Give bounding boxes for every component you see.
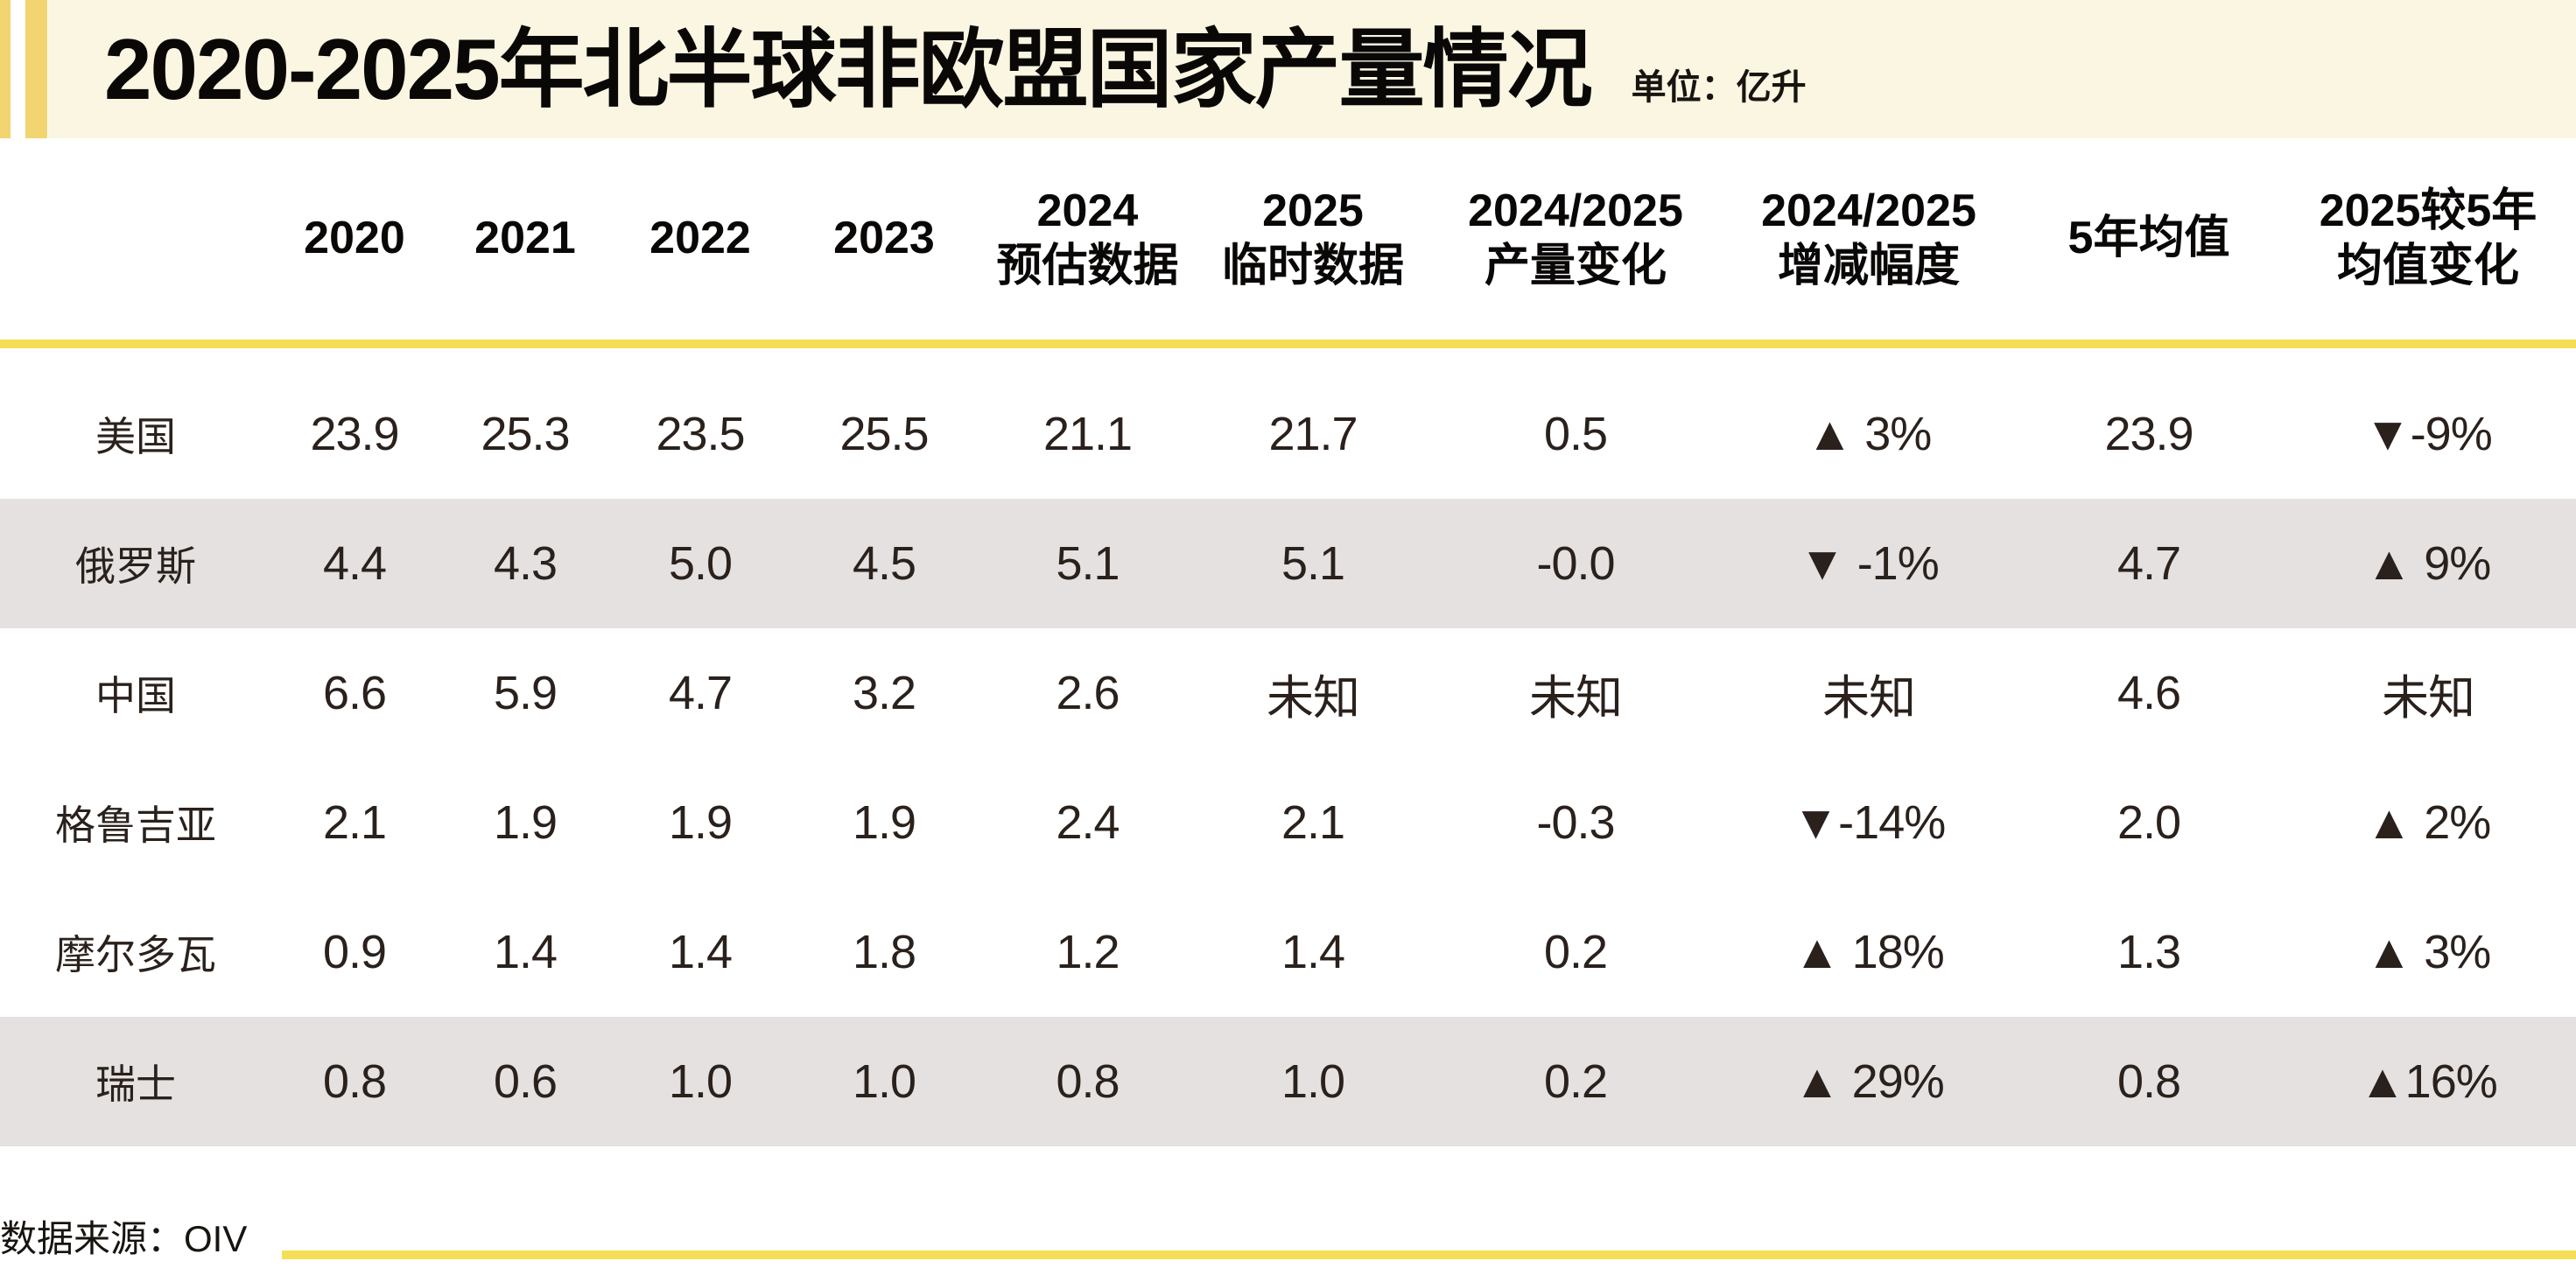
cell-y2023: 25.5 bbox=[839, 408, 929, 460]
cell-y2024_forecast: 2.4 bbox=[1056, 796, 1120, 849]
country-name: 格鲁吉亚 bbox=[55, 802, 216, 848]
cell-five_year_average: 1.3 bbox=[2116, 926, 2181, 978]
column-header-production_change_2024_2025: 2024/2025 产量变化 bbox=[1468, 185, 1683, 291]
cell-y2024_forecast: 1.2 bbox=[1056, 926, 1120, 978]
cell-production_change_2024_2025: 0.5 bbox=[1543, 408, 1608, 460]
cell-five_year_average: 2.0 bbox=[2116, 796, 2181, 849]
data-source-label: 数据来源：OIV bbox=[0, 1218, 248, 1259]
table-row: 中国 6.6 5.9 4.7 3.2 2.6 未知 未知 未知 4.6 未知 bbox=[0, 628, 2576, 758]
column-header-y2021: 2021 bbox=[474, 213, 576, 264]
cell-change_rate_2024_2025: ▼ -1% bbox=[1799, 537, 1939, 590]
cell-y2023: 1.8 bbox=[852, 926, 916, 978]
cell-y2021: 1.4 bbox=[493, 926, 558, 978]
title-band: 2020-2025年北半球非欧盟国家产量情况 单位：亿升 bbox=[48, 0, 2576, 138]
column-header-y2025_provisional: 2025 临时数据 bbox=[1221, 185, 1404, 291]
production-table: 2020 2021 2022 2023 2024 预估数据 2025 临时数据 2024/2… bbox=[0, 138, 2576, 1146]
table-row: 美国 23.9 25.3 23.5 25.5 21.1 21.7 0.5 ▲ 3% 23.9 ▼-9… bbox=[0, 369, 2576, 499]
table-row: 瑞士 0.8 0.6 1.0 1.0 0.8 1.0 0.2 ▲ 29% 0.8 ▲16% bbox=[0, 1017, 2576, 1146]
cell-y2024_forecast: 21.1 bbox=[1042, 408, 1133, 460]
cell-y2020: 2.1 bbox=[322, 796, 387, 849]
cell-y2021: 25.3 bbox=[481, 408, 570, 460]
footer: 数据来源：OIV bbox=[0, 1209, 2576, 1263]
cell-y2022: 1.4 bbox=[668, 926, 733, 978]
cell-y2020: 6.6 bbox=[322, 667, 387, 719]
cell-y2024_forecast: 0.8 bbox=[1056, 1055, 1120, 1108]
cell-y2025_provisional: 2.1 bbox=[1281, 796, 1345, 849]
cell-y2020: 0.9 bbox=[322, 926, 387, 978]
cell-y2022: 1.9 bbox=[668, 796, 733, 849]
cell-y2021: 4.3 bbox=[493, 537, 558, 590]
cell-production_change_2024_2025: 0.2 bbox=[1543, 926, 1608, 978]
cell-y2025_provisional: 21.7 bbox=[1268, 408, 1358, 460]
cell-y2023: 1.9 bbox=[852, 796, 916, 849]
cell-change_vs_5yr_average: 未知 bbox=[2382, 671, 2475, 725]
cell-production_change_2024_2025: -0.3 bbox=[1536, 796, 1615, 849]
country-name: 摩尔多瓦 bbox=[55, 932, 216, 977]
cell-y2022: 4.7 bbox=[668, 667, 733, 719]
cell-y2023: 3.2 bbox=[852, 667, 916, 719]
column-header-change_rate_2024_2025: 2024/2025 增减幅度 bbox=[1761, 185, 1976, 291]
cell-change_vs_5yr_average: ▲ 3% bbox=[2365, 926, 2492, 978]
cell-production_change_2024_2025: 0.2 bbox=[1543, 1055, 1608, 1108]
left-accent-bar-thin bbox=[0, 0, 11, 138]
table-row: 俄罗斯 4.4 4.3 5.0 4.5 5.1 5.1 -0.0 ▼ -1% 4.7 ▲ 9% bbox=[0, 499, 2576, 628]
cell-five_year_average: 0.8 bbox=[2116, 1055, 2181, 1108]
cell-y2025_provisional: 5.1 bbox=[1281, 537, 1345, 590]
table-header-row: 2020 2021 2022 2023 2024 预估数据 2025 临时数据 2024/2… bbox=[0, 138, 2576, 340]
cell-y2022: 23.5 bbox=[656, 408, 745, 460]
column-header-five_year_average: 5年均值 bbox=[2067, 213, 2230, 264]
cell-y2025_provisional: 未知 bbox=[1267, 671, 1360, 725]
cell-y2024_forecast: 5.1 bbox=[1056, 537, 1120, 590]
cell-change_vs_5yr_average: ▼-9% bbox=[2364, 408, 2492, 460]
unit-label: 单位：亿升 bbox=[1631, 68, 1807, 107]
column-header-y2023: 2023 bbox=[833, 213, 935, 264]
cell-change_rate_2024_2025: ▼-14% bbox=[1792, 796, 1947, 849]
cell-change_rate_2024_2025: 未知 bbox=[1822, 671, 1916, 725]
left-accent-bar-thick bbox=[25, 0, 47, 138]
column-header-country bbox=[0, 138, 271, 340]
cell-change_vs_5yr_average: ▲ 2% bbox=[2365, 796, 2492, 849]
column-header-change_vs_5yr_average: 2025较5年 均值变化 bbox=[2319, 185, 2537, 291]
cell-y2022: 1.0 bbox=[668, 1055, 733, 1108]
cell-y2020: 23.9 bbox=[310, 408, 399, 460]
cell-y2021: 0.6 bbox=[493, 1055, 558, 1108]
header-rule bbox=[0, 340, 2576, 348]
country-name: 俄罗斯 bbox=[75, 543, 196, 589]
cell-y2021: 1.9 bbox=[493, 796, 558, 849]
country-name: 中国 bbox=[95, 673, 176, 718]
page-title: 2020-2025年北半球非欧盟国家产量情况 bbox=[104, 21, 1593, 117]
cell-y2022: 5.0 bbox=[668, 537, 733, 590]
cell-y2021: 5.9 bbox=[493, 667, 558, 719]
table-body: 美国 23.9 25.3 23.5 25.5 21.1 21.7 0.5 ▲ 3% 23.9 ▼-9… bbox=[0, 369, 2576, 1146]
country-name: 瑞士 bbox=[95, 1061, 176, 1107]
cell-change_vs_5yr_average: ▲ 9% bbox=[2365, 537, 2492, 590]
cell-five_year_average: 23.9 bbox=[2104, 408, 2193, 460]
cell-five_year_average: 4.6 bbox=[2116, 667, 2181, 719]
cell-y2025_provisional: 1.0 bbox=[1281, 1055, 1345, 1108]
cell-y2023: 4.5 bbox=[852, 537, 916, 590]
cell-change_rate_2024_2025: ▲ 18% bbox=[1793, 926, 1945, 978]
cell-change_rate_2024_2025: ▲ 3% bbox=[1806, 408, 1933, 460]
cell-production_change_2024_2025: -0.0 bbox=[1536, 537, 1615, 590]
table-row: 摩尔多瓦 0.9 1.4 1.4 1.8 1.2 1.4 0.2 ▲ 18% 1.3 ▲ 3% bbox=[0, 887, 2576, 1017]
table-row: 格鲁吉亚 2.1 1.9 1.9 1.9 2.4 2.1 -0.3 ▼-14% 2.0 ▲ 2% bbox=[0, 758, 2576, 887]
column-header-y2020: 2020 bbox=[304, 213, 405, 264]
cell-y2020: 0.8 bbox=[322, 1055, 387, 1108]
cell-y2023: 1.0 bbox=[852, 1055, 916, 1108]
cell-production_change_2024_2025: 未知 bbox=[1529, 671, 1623, 725]
cell-change_vs_5yr_average: ▲16% bbox=[2359, 1055, 2498, 1108]
column-header-y2022: 2022 bbox=[649, 213, 751, 264]
column-header-y2024_forecast: 2024 预估数据 bbox=[996, 185, 1179, 291]
cell-y2020: 4.4 bbox=[322, 537, 387, 590]
cell-five_year_average: 4.7 bbox=[2116, 537, 2181, 590]
cell-y2024_forecast: 2.6 bbox=[1056, 667, 1120, 719]
header-spacer bbox=[0, 348, 2576, 369]
cell-change_rate_2024_2025: ▲ 29% bbox=[1793, 1055, 1945, 1108]
country-name: 美国 bbox=[95, 414, 176, 459]
cell-y2025_provisional: 1.4 bbox=[1281, 926, 1345, 978]
footer-rule bbox=[282, 1250, 2576, 1259]
